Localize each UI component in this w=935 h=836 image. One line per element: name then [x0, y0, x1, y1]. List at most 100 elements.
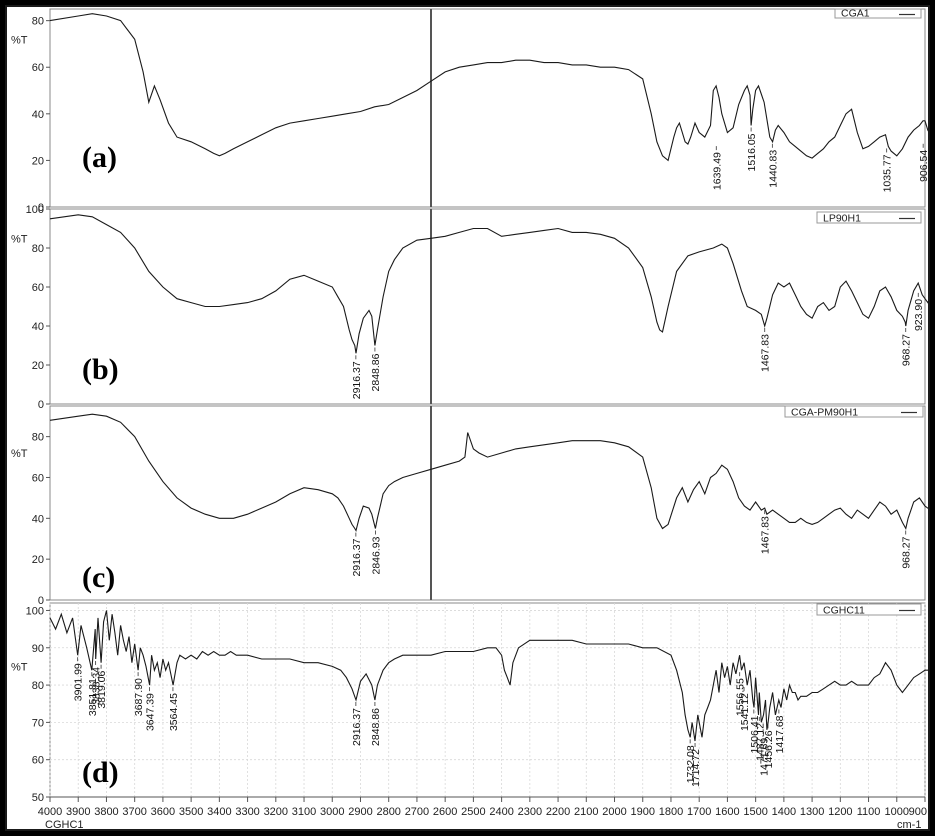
x-axis: 4000 3900 3800 3700 3600 3500 3400 3300 3200 3100…: [38, 796, 927, 829]
peak-label: 1417.68: [774, 715, 786, 753]
x-tick-label: 3100: [292, 806, 316, 818]
footer-left-label: CGHC1: [45, 819, 84, 829]
legend-label: CGA1: [841, 8, 870, 20]
x-tick-label: 2500: [461, 806, 485, 818]
figure-frame: 80 60 40 20 0 %T 1639.49 1516.05 1440.83 1035.77 9…: [5, 5, 930, 831]
peak-label: 1506.41: [749, 715, 761, 753]
legend-label: LP90H1: [823, 213, 861, 225]
y-axis-label: %T: [11, 661, 28, 673]
x-tick-label: 1000: [885, 806, 909, 818]
y-tick-label: 0: [38, 399, 44, 411]
x-tick-label: 2300: [518, 806, 542, 818]
legend-box: [816, 211, 922, 224]
x-tick-label: 2600: [433, 806, 457, 818]
x-tick-label: 1500: [743, 806, 767, 818]
ftir-figure: 80 60 40 20 0 %T 1639.49 1516.05 1440.83 1035.77 9…: [11, 8, 928, 829]
peak-label: 3564.45: [168, 693, 180, 731]
peak-label: 3901.99: [73, 663, 85, 701]
spectrum-line: [49, 214, 928, 354]
peak-label: 906.54: [918, 150, 928, 182]
panel-letter: (d): [82, 756, 119, 789]
spectrum-line: [49, 413, 928, 533]
x-tick-label: 1800: [659, 806, 683, 818]
x-tick-label: 1300: [800, 806, 824, 818]
x-tick-label: 1100: [857, 806, 881, 818]
y-tick-label: 80: [32, 432, 44, 444]
peak-label: 3819.06: [96, 671, 108, 709]
x-tick-label: 2900: [348, 806, 372, 818]
y-tick-label: 90: [32, 643, 44, 655]
y-tick-label: 80: [32, 680, 44, 692]
spectrum-line: [49, 610, 928, 742]
x-tick-label: 3300: [235, 806, 259, 818]
x-tick-label: 1700: [687, 806, 711, 818]
x-tick-label: 3900: [66, 806, 90, 818]
peak-label: 2916.37: [351, 708, 363, 746]
peak-label: 2846.93: [370, 536, 382, 574]
y-tick-label: 20: [32, 554, 44, 566]
panel-b: 100 80 60 40 20 0 %T 2916.37 2848.86 1467.83 968.2…: [11, 204, 928, 411]
peak-label: 3838.34: [91, 667, 103, 705]
peak-label: 3687.90: [133, 678, 145, 716]
x-tick-label: 3400: [207, 806, 231, 818]
peak-label: 968.27: [901, 334, 913, 366]
panel-a: 80 60 40 20 0 %T 1639.49 1516.05 1440.83 1035.77 9…: [11, 8, 928, 214]
x-tick-label: 2800: [376, 806, 400, 818]
y-axis-label: %T: [11, 448, 28, 460]
y-tick-label: 80: [32, 243, 44, 255]
peak-label: 1732.08: [685, 745, 697, 783]
x-tick-label: 3700: [122, 806, 146, 818]
peak-label: 1456.26: [763, 730, 775, 768]
y-tick-label: 60: [32, 472, 44, 484]
legend-label: CGHC11: [823, 605, 865, 617]
y-tick-label: 70: [32, 717, 44, 729]
y-tick-label: 20: [32, 155, 44, 167]
legend-box: [784, 405, 924, 418]
x-tick-label: 2100: [574, 806, 598, 818]
x-tick-label: 1200: [828, 806, 852, 818]
peak-label: 1467.83: [760, 334, 772, 372]
plot-area: [49, 208, 926, 405]
y-tick-label: 100: [26, 204, 44, 216]
peak-label: 2848.86: [370, 353, 382, 391]
panel-c: 80 60 40 20 0 %T 2916.37 2846.93 1467.83 968.27 CG…: [11, 405, 928, 607]
y-tick-label: 0: [38, 595, 44, 607]
peak-label: 923.90: [913, 299, 925, 331]
legend-label: CGA-PM90H1: [791, 407, 858, 419]
x-tick-label: 2400: [489, 806, 513, 818]
panel-letter: (b): [82, 353, 119, 386]
x-tick-label: 2700: [405, 806, 429, 818]
plot-area: [49, 602, 926, 798]
peak-label: 1639.49: [711, 152, 723, 190]
peak-label: 968.27: [901, 536, 913, 568]
peak-label: 2848.86: [370, 708, 382, 746]
x-tick-label: 1400: [772, 806, 796, 818]
legend-box: [816, 603, 922, 616]
peak-label: 2916.37: [351, 538, 363, 576]
peak-label: 3647.39: [145, 693, 157, 731]
y-tick-label: 0: [38, 202, 44, 214]
x-tick-label: 3200: [264, 806, 288, 818]
panel-letter: (a): [82, 141, 117, 174]
x-tick-label: 3000: [320, 806, 344, 818]
y-tick-label: 40: [32, 321, 44, 333]
peak-label: 1440.83: [767, 150, 779, 188]
peak-label: 2916.37: [351, 361, 363, 399]
plot-area: [49, 405, 926, 601]
y-tick-label: 40: [32, 109, 44, 121]
y-tick-label: 20: [32, 360, 44, 372]
y-tick-label: 60: [32, 62, 44, 74]
peak-label: 1467.83: [760, 516, 772, 554]
peak-label: 3851.81: [87, 678, 99, 716]
peak-label: 1471.69: [759, 738, 771, 776]
panel-d: 100 90 80 70 60 50 %T 3901.99 3851.813838.343819…: [11, 602, 928, 804]
x-axis-unit-label: cm-1: [897, 819, 921, 829]
y-tick-label: 100: [26, 605, 44, 617]
spectrum-line: [49, 13, 928, 162]
y-tick-label: 50: [32, 792, 44, 804]
x-tick-label: 2000: [602, 806, 626, 818]
peak-label: 1516.05: [746, 133, 758, 171]
plot-area: [49, 8, 926, 208]
x-tick-label: 3600: [151, 806, 175, 818]
gridlines: [49, 603, 926, 798]
